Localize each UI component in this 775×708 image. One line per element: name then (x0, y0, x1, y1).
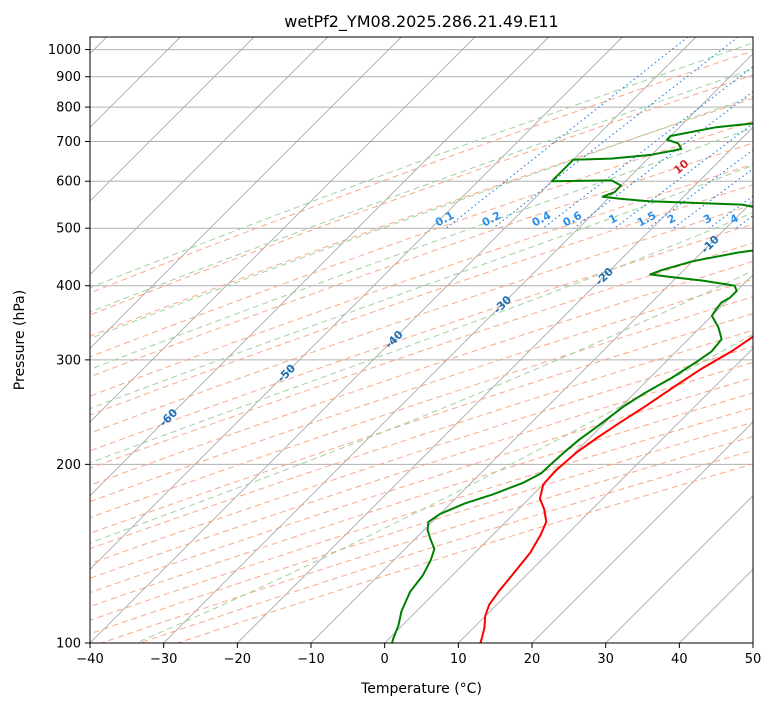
mixing-ratio-line (492, 37, 739, 229)
y-tick-label: 800 (56, 101, 81, 116)
plot-frame (89, 36, 754, 644)
moist-adiabat-line (90, 164, 753, 410)
mixing-ratio-line (445, 37, 689, 229)
x-tick-label: 40 (671, 652, 688, 667)
isotherm-line (531, 421, 753, 643)
x-tick-label: −40 (76, 652, 103, 667)
y-tick-label: 200 (56, 458, 81, 473)
dry-adiabat-label: 10 (671, 157, 691, 177)
plot-area: 0.10.20.40.611.5234-100-90-80-70-60-50-4… (31, 37, 753, 643)
x-tick-label: 50 (745, 652, 762, 667)
mixing-ratio-label: 2 (665, 212, 678, 227)
x-tick-label: 10 (450, 652, 467, 667)
moist-adiabat-line (90, 127, 753, 370)
y-tick-label: 1000 (48, 43, 81, 58)
mixing-ratio-label: 1 (607, 212, 620, 227)
temperature-line (479, 335, 753, 643)
isotherm-label: -60 (157, 406, 180, 429)
isotherm-line (90, 37, 476, 423)
mixing-ratio-label: 0.4 (530, 209, 554, 230)
dewpoint-line (391, 122, 753, 643)
mixing-ratio-lines (445, 37, 753, 229)
chart-title: wetPf2_YM08.2025.286.21.49.E11 (284, 12, 558, 32)
dry-adiabat-line (90, 345, 753, 565)
y-tick-label: 600 (56, 175, 81, 190)
mixing-ratio-line (573, 90, 753, 229)
x-tick-label: −10 (297, 652, 324, 667)
isotherm-line (458, 347, 753, 643)
isotherm-line (605, 495, 753, 643)
isotherm-line (90, 37, 255, 202)
dry-adiabat-line (90, 50, 753, 294)
mixing-ratio-label: 1.5 (635, 209, 658, 230)
isotherm-label: -10 (699, 233, 722, 256)
dry-adiabat-line (90, 407, 753, 621)
x-tick-label: 20 (524, 652, 541, 667)
sounding-series (391, 122, 753, 643)
y-axis-label: Pressure (hPa) (12, 290, 28, 390)
x-tick-label: −30 (150, 652, 177, 667)
isotherm-line (90, 37, 697, 643)
x-axis-label: Temperature (°C) (360, 681, 482, 697)
line-labels: 0.10.20.40.611.5234-100-90-80-70-60-50-4… (31, 157, 741, 481)
x-tick-label: −20 (224, 652, 251, 667)
moist-adiabat-line (90, 68, 753, 313)
dry-adiabat-line (90, 120, 753, 358)
isotherm-line (237, 126, 753, 643)
isotherm-line (163, 53, 753, 643)
dry-adiabat-line (90, 142, 753, 378)
isotherm-label: -50 (275, 362, 298, 385)
dry-adiabat-line (90, 163, 753, 397)
y-tick-label: 400 (56, 279, 81, 294)
dry-adiabat-line (90, 392, 753, 608)
moist-adiabat-line (90, 95, 753, 340)
dry-adiabat-line (90, 184, 753, 416)
isotherm-line (90, 37, 623, 570)
y-tick-label: 700 (56, 135, 81, 150)
x-tick-label: 0 (381, 652, 389, 667)
isotherm-label: -70 (31, 458, 54, 481)
isotherm-line (90, 37, 549, 497)
moist-adiabat-line (90, 212, 753, 464)
isotherm-label: -30 (491, 293, 514, 316)
isotherm-line (310, 200, 753, 643)
dry-adiabat-line (90, 329, 753, 550)
dry-adiabat-line (90, 377, 753, 594)
isotherm-line (90, 37, 328, 276)
mixing-ratio-line (542, 65, 753, 229)
isotherm-line (752, 642, 753, 643)
isotherm-line (384, 274, 753, 643)
mixing-ratio-label: 0.1 (433, 209, 456, 230)
isotherm-label: -20 (593, 265, 616, 288)
y-tick-label: 300 (56, 353, 81, 368)
isotherm-label: -40 (383, 328, 406, 351)
y-tick-label: 500 (56, 222, 81, 237)
dry-adiabat-line (90, 74, 753, 316)
y-tick-label: 900 (56, 70, 81, 85)
y-tick-label: 100 (56, 637, 81, 652)
x-tick-label: 30 (597, 652, 614, 667)
dry-adiabat-line (90, 361, 753, 579)
dry-adiabat-lines (90, 50, 753, 643)
x-axis: −40 −30 −20 −10 0 10 20 30 40 50 (76, 643, 761, 667)
dry-adiabat-line (177, 463, 753, 643)
isotherm-line (679, 568, 753, 643)
mixing-ratio-line (647, 149, 753, 229)
isotherm-line (90, 37, 402, 349)
mixing-ratio-label: 3 (701, 212, 714, 227)
y-axis: 100 200 300 400 500 600 700 800 900 1000 (48, 43, 90, 652)
isobar-grid (90, 49, 753, 643)
